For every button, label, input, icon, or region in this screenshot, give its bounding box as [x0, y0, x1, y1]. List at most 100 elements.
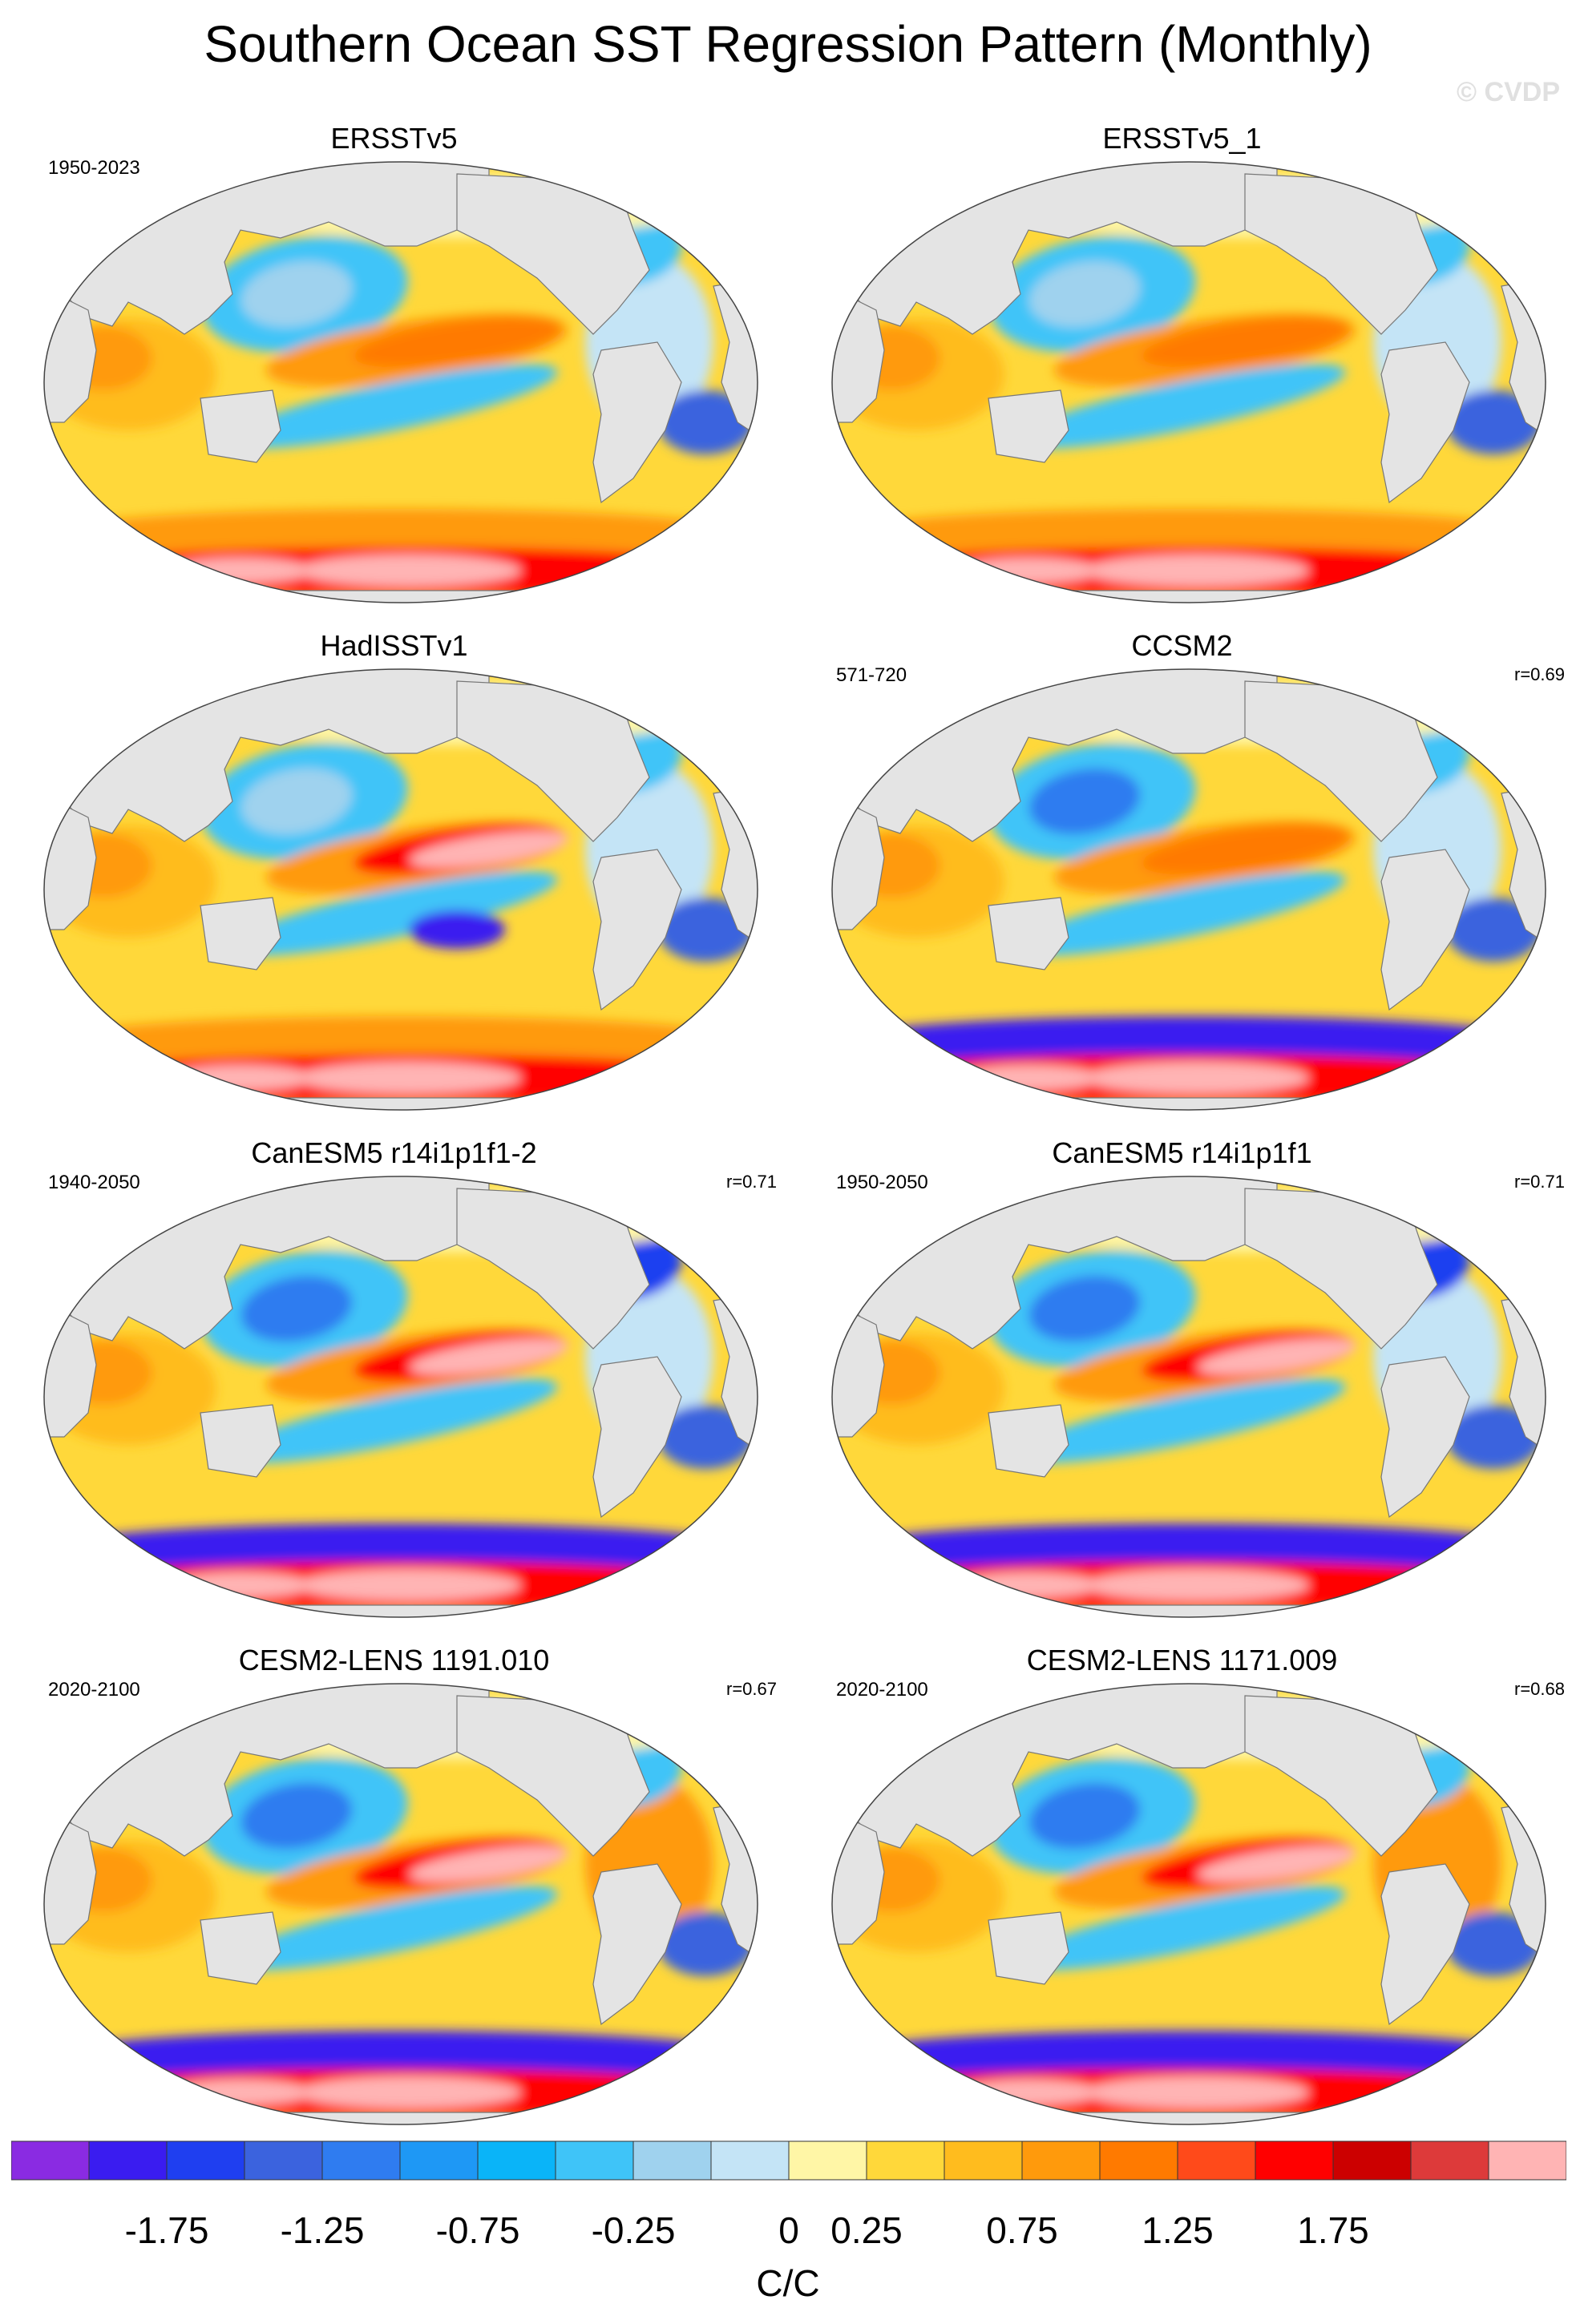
panel-years: 2020-2100 [48, 1679, 140, 1701]
map-outline [831, 668, 1546, 1111]
map-panel-6: CanESM5 r14i1p1f1 1950-2050 r=0.71 [788, 1136, 1576, 1645]
map-panel-8: CESM2-LENS 1171.009 2020-2100 r=0.68 [788, 1644, 1576, 2153]
map-outline [831, 161, 1546, 603]
map-panel-5: CanESM5 r14i1p1f1-2 1940-2050 r=0.71 [0, 1136, 788, 1645]
colorbar-tick-label: -0.75 [435, 2209, 520, 2251]
sst-regression-map [831, 161, 1546, 603]
panel-title: CanESM5 r14i1p1f1 [1052, 1136, 1312, 1169]
figure-title: Southern Ocean SST Regression Pattern (M… [204, 15, 1372, 73]
panel-correlation: r=0.67 [726, 1679, 777, 1699]
panel-years: 1950-2023 [48, 157, 140, 179]
colorbar-swatch [166, 2140, 245, 2181]
colorbar-swatch [477, 2140, 556, 2181]
sst-regression-map [831, 1176, 1546, 1618]
land-north-america [456, 1188, 650, 1350]
land-australia [988, 1404, 1069, 1478]
land-south-america [1380, 341, 1470, 504]
land-south-america [592, 1356, 682, 1519]
colorbar-swatch [1177, 2140, 1256, 2181]
colorbar-swatch [866, 2140, 945, 2181]
colorbar-swatch [1332, 2140, 1412, 2181]
land-north-america [1244, 680, 1438, 842]
land-north-america [456, 173, 650, 335]
panel-title: CESM2-LENS 1171.009 [1026, 1644, 1338, 1676]
colorbar-swatch [555, 2140, 634, 2181]
colorbar-tick-label: 0.25 [830, 2209, 903, 2251]
land-antarctica [832, 590, 1546, 603]
map-outline [43, 668, 758, 1111]
colorbar-swatch [1099, 2140, 1178, 2181]
panel-title: CanESM5 r14i1p1f1-2 [251, 1136, 537, 1169]
land-australia [988, 1911, 1069, 1985]
land-north-america [1244, 1695, 1438, 1857]
colorbar-swatch [944, 2140, 1023, 2181]
colorbar-swatch [88, 2140, 168, 2181]
colorbar-swatch [244, 2140, 323, 2181]
land-north-america [1244, 173, 1438, 335]
colorbar-units: C/C [756, 2262, 820, 2304]
panel-title: ERSSTv5_1 [1102, 122, 1262, 155]
colorbar-swatch [1021, 2140, 1101, 2181]
colorbar-tick-label: 1.75 [1297, 2209, 1369, 2251]
colorbar-swatch [399, 2140, 479, 2181]
colorbar-swatch [1255, 2140, 1334, 2181]
sst-regression-map [43, 161, 758, 603]
land-australia [200, 897, 281, 970]
land-north-america [1244, 1188, 1438, 1350]
map-outline [43, 1176, 758, 1618]
land-north-america [456, 680, 650, 842]
colorbar-swatch [632, 2140, 712, 2181]
colorbar-tick-label: -1.75 [124, 2209, 209, 2251]
panel-years: 571-720 [836, 664, 907, 686]
panel-years: 1950-2050 [836, 1172, 928, 1193]
land-antarctica [44, 1097, 758, 1110]
land-australia [200, 1404, 281, 1478]
cvdp-credit: © CVDP [1457, 77, 1560, 107]
sst-regression-map [43, 1683, 758, 2125]
land-south-america [1380, 1863, 1470, 2026]
colorbar-tick-label: -1.25 [280, 2209, 365, 2251]
colorbar-swatch [1410, 2140, 1489, 2181]
map-panel-4: CCSM2 571-720 r=0.69 [788, 629, 1576, 1138]
colorbar-tick-label: 0 [778, 2209, 799, 2251]
panel-title: HadISSTv1 [320, 629, 468, 662]
land-antarctica [832, 2112, 1546, 2124]
land-australia [988, 897, 1069, 970]
colorbar-tick-label: 1.25 [1142, 2209, 1214, 2251]
map-panel-2: ERSSTv5_1 [788, 122, 1576, 631]
sst-regression-map [831, 1683, 1546, 2125]
panel-title: ERSSTv5 [330, 122, 458, 155]
colorbar-swatch [11, 2140, 90, 2181]
land-south-america [592, 849, 682, 1011]
land-south-america [592, 341, 682, 504]
map-panel-1: ERSSTv5 1950-2023 [0, 122, 788, 631]
sst-regression-map [43, 668, 758, 1111]
panel-correlation: r=0.71 [1514, 1172, 1565, 1192]
land-south-america [592, 1863, 682, 2026]
panel-years: 1940-2050 [48, 1172, 140, 1193]
land-antarctica [44, 590, 758, 603]
panel-correlation: r=0.69 [1514, 664, 1565, 684]
panel-title: CCSM2 [1131, 629, 1233, 662]
map-outline [43, 1683, 758, 2125]
colorbar [11, 2140, 1566, 2181]
panel-correlation: r=0.71 [726, 1172, 777, 1192]
sst-regression-map [831, 668, 1546, 1111]
land-south-america [1380, 849, 1470, 1011]
land-australia [200, 1911, 281, 1985]
colorbar-swatch [710, 2140, 790, 2181]
colorbar-tick-label: 0.75 [986, 2209, 1058, 2251]
sst-regression-map [43, 1176, 758, 1618]
panel-correlation: r=0.68 [1514, 1679, 1565, 1699]
land-antarctica [44, 2112, 758, 2124]
land-australia [988, 389, 1069, 463]
map-outline [831, 1683, 1546, 2125]
colorbar-swatch [321, 2140, 401, 2181]
colorbar-tick-label: -0.25 [591, 2209, 676, 2251]
land-north-america [456, 1695, 650, 1857]
map-outline [43, 161, 758, 603]
land-antarctica [44, 1604, 758, 1617]
map-outline [831, 1176, 1546, 1618]
panel-years: 2020-2100 [836, 1679, 928, 1701]
colorbar-swatch [1488, 2140, 1566, 2181]
